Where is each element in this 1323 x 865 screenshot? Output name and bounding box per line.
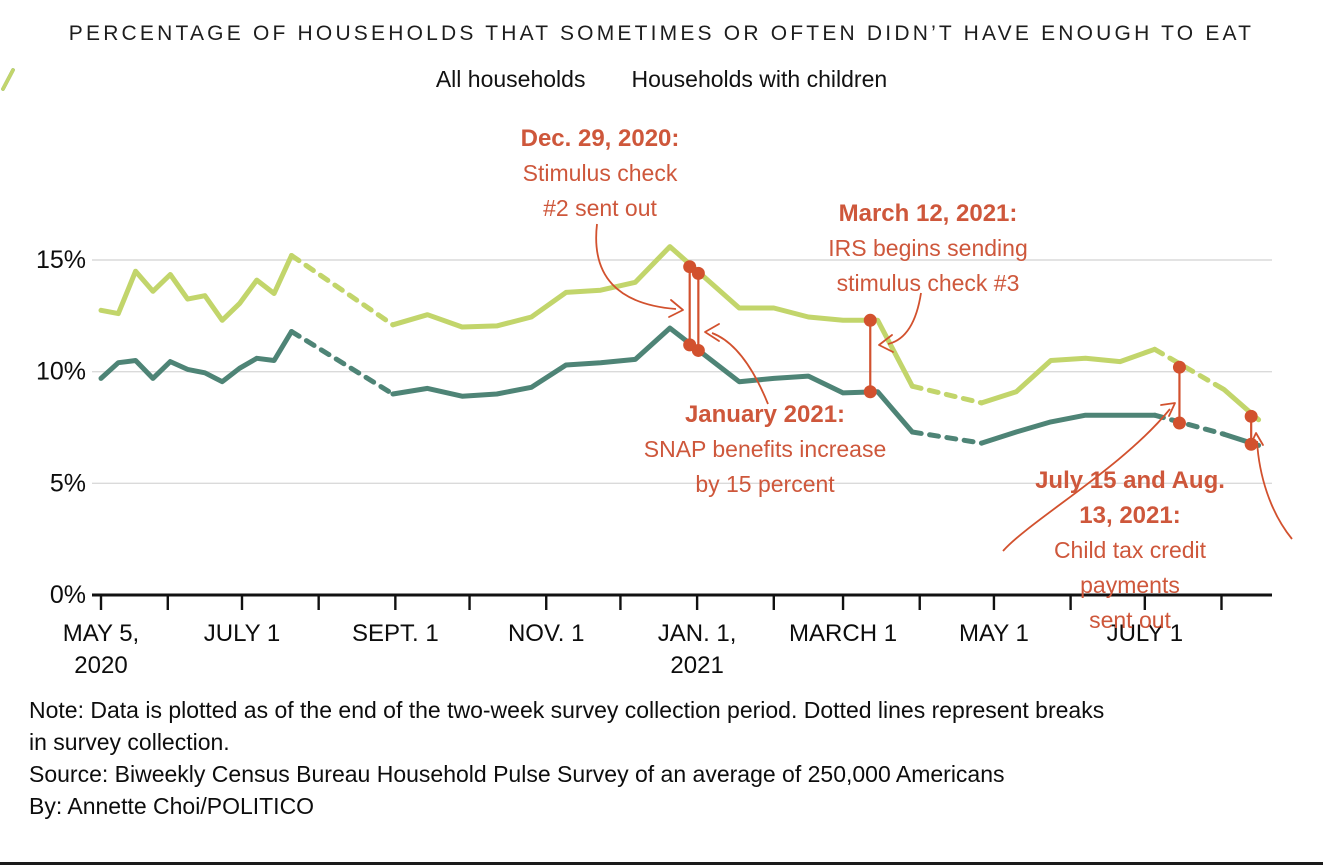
series-households_with_children-line (98, 244, 1262, 423)
y-tick-label: 5% (50, 469, 86, 497)
footnotes: Note: Data is plotted as of the end of t… (29, 694, 1104, 822)
event-dot (1172, 416, 1186, 430)
event-dot (863, 385, 877, 399)
annotation-arrowhead (1160, 402, 1176, 417)
series-households_with_children (98, 244, 1262, 423)
annotation-arrowhead (1249, 432, 1264, 447)
x-tick-label: NOV. 1 (508, 620, 585, 647)
annotation-arrowhead (668, 299, 684, 318)
y-tick-label: 10% (36, 358, 86, 386)
annotation-jan-title: January 2021: (684, 401, 846, 428)
source-line: Source: Biweekly Census Bureau Household… (29, 761, 1005, 787)
note-line-1: Note: Data is plotted as of the end of t… (29, 697, 1105, 723)
x-tick-label: JULY 1 (204, 620, 281, 647)
chart-title: PERCENTAGE OF HOUSEHOLDS THAT SOMETIMES … (68, 22, 1255, 45)
x-tick-label: SEPT. 1 (352, 620, 439, 647)
annotation-arrowhead (704, 323, 720, 342)
bottom-border (0, 862, 1323, 865)
annotation-dec29-title: Dec. 29, 2020: (520, 125, 680, 152)
legend-label-households-with-children: Households with children (631, 66, 888, 92)
byline: By: Annette Choi/POLITICO (29, 793, 315, 819)
note-line-2: in survey collection. (29, 729, 230, 755)
legend: All households Households with children (0, 66, 1323, 93)
y-axis: 0% 5% 10% 15% (36, 246, 86, 609)
x-tick-label: MAY 1 (959, 620, 1029, 647)
annotation-arrow (595, 223, 677, 310)
y-tick-label: 15% (36, 246, 86, 274)
y-tick-label: 0% (50, 581, 86, 609)
event-dot (1172, 360, 1186, 374)
x-tick-label: JULY 1 (1107, 620, 1184, 647)
series-households_with_children-dotted (289, 253, 1227, 406)
annotation-arrowhead (878, 334, 894, 353)
series-all_households-dotted (289, 329, 1227, 446)
lime-slash-icon (1, 68, 15, 91)
event-markers (683, 260, 1258, 451)
annotation-arrows (595, 223, 1293, 552)
annotation-jul15-aug13-title: July 15 and Aug. 13, 2021: (1035, 467, 1225, 529)
legend-label-all-households: All households (435, 66, 586, 92)
x-tick-label: JAN. 1, (658, 620, 737, 647)
annotation-arrow (1256, 440, 1293, 540)
x-tick-label: 2021 (670, 652, 723, 679)
annotation-arrow (1002, 408, 1171, 552)
annotation-dec29: Dec. 29, 2020: Stimulus check #2 sent ou… (521, 121, 680, 226)
event-dot (863, 313, 877, 327)
series-all_households (98, 325, 1262, 448)
annotation-jan: January 2021: SNAP benefits increase by … (644, 397, 887, 502)
annotation-mar12: March 12, 2021: IRS begins sending stimu… (828, 196, 1027, 301)
annotation-arrow (887, 292, 922, 345)
x-tick-label: MAY 5, (63, 620, 139, 647)
event-dot (691, 343, 705, 357)
event-dot (691, 266, 705, 280)
event-dot (1244, 409, 1258, 423)
x-tick-label: MARCH 1 (789, 620, 897, 647)
x-tick-label: 2020 (74, 652, 127, 679)
series-all_households-line (98, 325, 1262, 448)
x-axis: MAY 5, 2020 JULY 1 SEPT. 1 NOV. 1 JAN. 1, 2021… (63, 593, 1272, 679)
annotation-jul15-aug13: July 15 and Aug. 13, 2021: Child tax cre… (1034, 463, 1227, 638)
annotation-mar12-title: March 12, 2021: (838, 200, 1018, 227)
legend-item-households-with-children: Households with children (1, 66, 888, 93)
annotation-arrow (711, 332, 769, 405)
